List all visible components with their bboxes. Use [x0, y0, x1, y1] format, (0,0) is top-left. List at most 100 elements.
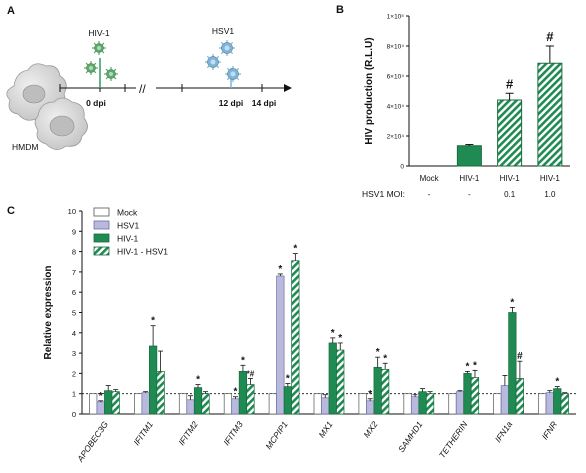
panel-c-axes: 0 1 2 3 4 5 6 7 8 9 10 — [68, 207, 576, 419]
virus-spike — [230, 41, 234, 45]
panel-c-significance-mark: * — [151, 316, 155, 327]
panel-c-y-tick-label: 1 — [72, 390, 76, 399]
timeline-break-mark: // — [139, 82, 146, 96]
hiv-virus-icon — [104, 67, 118, 81]
virus-spike — [220, 41, 224, 45]
panel-b-y-tick-label: 1×10⁵ — [387, 14, 405, 21]
panel-c-significance-mark: * — [293, 244, 297, 255]
panel-c-bar — [448, 393, 457, 415]
panel-b-bar — [456, 145, 482, 167]
panel-c-bar — [141, 392, 150, 415]
panel-c-bar — [104, 390, 113, 415]
hsv-virus-icon — [205, 54, 221, 70]
panel-c-significance-mark: * — [473, 360, 477, 371]
panel-c-category-label: SAMHD1 — [396, 419, 425, 454]
panel-c-bar — [463, 373, 472, 415]
panel-c-bar — [201, 393, 210, 415]
panel-a-letter: A — [7, 5, 15, 17]
panel-c-bar — [455, 391, 465, 415]
panel-b: B HIV production (R.L.U) 0 2×10⁴ 4×10⁴ 6×10… — [336, 4, 570, 199]
macrophage-cell-illustration — [6, 63, 88, 150]
panel-c-bar — [193, 387, 203, 415]
panel-c-y-tick-label: 5 — [72, 309, 76, 318]
virus-spike — [236, 67, 240, 71]
panel-c-bars: ******#**** ***** **#* — [89, 244, 569, 415]
panel-c-bar — [366, 400, 375, 415]
panel-c-category-label: TETHERIN — [437, 419, 470, 460]
panel-c-bar — [96, 401, 105, 415]
panel-c-bar — [291, 260, 300, 415]
virus-spike — [105, 68, 109, 72]
panel-c-category-label: IFITM2 — [176, 419, 200, 447]
panel-c-significance-mark: # — [517, 351, 523, 362]
panel-b-bars: ## — [456, 29, 563, 167]
panel-b-moi-value: - — [468, 190, 471, 199]
panel-b-category-label: HIV-1 — [459, 174, 480, 183]
virus-spike — [216, 55, 220, 59]
virus-spike — [230, 51, 234, 55]
panel-c-y-tick-label: 10 — [68, 207, 76, 216]
panel-c-bar — [381, 368, 390, 415]
panel-c-y-tick-label: 0 — [72, 410, 76, 419]
panel-c-bar — [178, 393, 188, 415]
panel-c-significance-mark: * — [99, 391, 103, 402]
panel-c-y-tick-label: 7 — [72, 268, 76, 277]
panel-c-bar — [134, 393, 143, 415]
panel-c-significance-mark: * — [331, 328, 335, 339]
panel-c-significance-mark: * — [241, 355, 245, 366]
panel-c-bar — [313, 393, 322, 415]
legend-swatch — [93, 207, 110, 217]
moi-row-label: HSV1 MOI: — [362, 189, 405, 199]
panel-c-significance-mark: * — [338, 333, 342, 344]
panel-c-bar — [186, 399, 195, 415]
panel-c-category-label: MX2 — [361, 419, 379, 439]
panel-c-y-axis-label: Relative expression — [43, 266, 54, 360]
panel-c-bar — [156, 371, 165, 415]
panel-c-significance-mark: * — [555, 377, 559, 388]
virus-spike — [93, 62, 97, 66]
hiv-virus-particles — [84, 41, 118, 81]
panel-c-y-tick-label: 4 — [72, 329, 76, 338]
panel-c-bar — [321, 397, 330, 415]
panel-c-bar — [410, 396, 420, 415]
panel-c-bar — [149, 345, 158, 415]
virus-spike — [206, 55, 210, 59]
legend-swatch — [93, 246, 110, 256]
panel-a: A HMDM // HIV-1 HSV1 0 dpi 12 dpi 14 dpi — [6, 5, 292, 152]
panel-c-significance-mark: * — [368, 389, 372, 400]
panel-c-y-tick-label: 2 — [72, 369, 76, 378]
panel-c-category-label: IFNR — [540, 419, 560, 441]
panel-c-bar — [358, 393, 367, 415]
panel-b-y-tick-label: 4×10⁴ — [387, 104, 405, 111]
panel-c-category-label: MX1 — [316, 419, 334, 439]
panel-c-bar — [493, 393, 502, 415]
panel-b-axes: 0 2×10⁴ 4×10⁴ 6×10⁴ 8×10⁴ 1×10⁵ — [387, 14, 570, 171]
panel-c-category-label: IFITM3 — [221, 419, 245, 447]
tick-label-0dpi: 0 dpi — [86, 98, 106, 108]
virus-spike — [206, 65, 210, 69]
panel-c-bar — [246, 384, 255, 415]
panel-b-y-tick-label: 0 — [400, 164, 404, 171]
panel-c-bar — [231, 398, 240, 415]
panel-c-category-label: IFITM1 — [131, 419, 155, 447]
hsv-virus-icon — [225, 66, 241, 82]
hiv-virus-icon — [92, 41, 106, 55]
virus-spike — [101, 42, 105, 46]
panel-c-bar — [223, 393, 233, 415]
virus-core — [96, 45, 102, 51]
panel-c-category-label: MCPIP1 — [263, 419, 289, 451]
panel-c-bar — [373, 366, 382, 415]
panel-c-bar — [425, 393, 435, 415]
virus-core — [88, 65, 94, 71]
panel-b-bar — [537, 62, 563, 167]
hsv1-virus-label: HSV1 — [212, 26, 234, 36]
panel-c-significance-mark: * — [278, 264, 282, 275]
legend-swatch — [93, 220, 110, 230]
legend-swatch — [93, 233, 110, 243]
virus-spike — [220, 51, 224, 55]
panel-c-legend: Mock HSV1 HIV-1 HIV-1 - HSV1 — [93, 207, 168, 257]
virus-core — [210, 59, 216, 65]
panel-b-y-tick-label: 8×10⁴ — [387, 44, 405, 51]
panel-c-y-tick-label: 6 — [72, 288, 76, 297]
